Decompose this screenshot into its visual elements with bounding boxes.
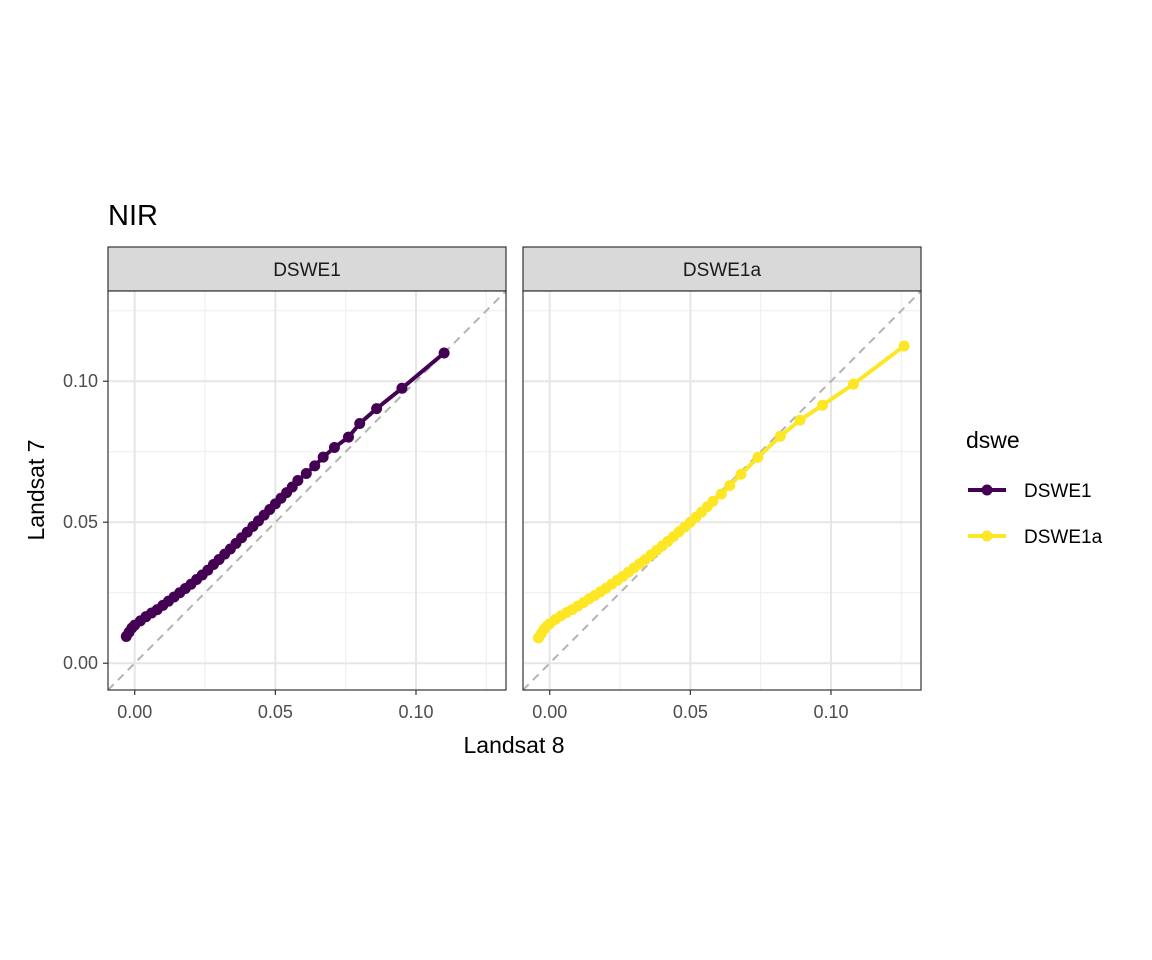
- data-point: [735, 468, 747, 480]
- x-tick-label: 0.05: [258, 702, 293, 722]
- y-tick-label: 0.10: [63, 371, 98, 391]
- y-axis-title: Landsat 7: [23, 439, 49, 540]
- data-point: [752, 451, 764, 463]
- data-point: [898, 340, 910, 352]
- data-point: [707, 495, 719, 507]
- facet-strip-label: DSWE1a: [683, 260, 762, 281]
- data-point: [300, 467, 312, 479]
- legend-title: dswe: [966, 427, 1020, 453]
- data-point: [371, 403, 383, 415]
- x-tick-label: 0.00: [532, 702, 567, 722]
- legend: dswe DSWE1 DSWE1a: [966, 427, 1103, 548]
- data-point: [817, 399, 829, 411]
- data-point: [847, 378, 859, 390]
- facet-strip: [522, 246, 922, 292]
- x-tick-label: 0.00: [117, 702, 152, 722]
- data-point: [396, 382, 408, 394]
- data-point: [724, 480, 736, 492]
- legend-key-point: [981, 484, 993, 496]
- data-point: [794, 414, 806, 426]
- facet-panel-1: DSWE1 0.00 0.05 0.10 0.00 0.05 0.10: [63, 246, 507, 722]
- data-point: [309, 460, 321, 472]
- panel-border: [107, 290, 507, 691]
- x-tick-label: 0.10: [813, 702, 848, 722]
- data-point: [354, 418, 366, 430]
- legend-key-point: [981, 530, 993, 542]
- chart-title: NIR: [108, 200, 158, 232]
- legend-item-DSWE1a: DSWE1a: [968, 527, 1103, 548]
- facet-strip-label: DSWE1: [273, 260, 341, 281]
- legend-item-DSWE1: DSWE1: [968, 481, 1092, 502]
- data-point: [715, 488, 727, 500]
- y-tick-label: 0.00: [63, 653, 98, 673]
- x-tick-label: 0.05: [673, 702, 708, 722]
- data-point: [342, 431, 354, 443]
- facet-strip: [107, 246, 507, 292]
- data-point: [292, 474, 304, 486]
- legend-label: DSWE1: [1024, 481, 1092, 502]
- panel-border: [522, 290, 922, 691]
- y-tick-label: 0.05: [63, 512, 98, 532]
- data-point: [328, 441, 340, 453]
- data-point: [774, 430, 786, 442]
- data-point: [317, 451, 329, 463]
- legend-label: DSWE1a: [1024, 527, 1103, 548]
- data-point: [438, 347, 450, 359]
- facet-panels: DSWE1 0.00 0.05 0.10 0.00 0.05 0.10 DSWE1a 0.00 0…: [63, 246, 922, 722]
- x-axis-title: Landsat 8: [463, 732, 564, 758]
- x-tick-label: 0.10: [398, 702, 433, 722]
- facet-panel-2: DSWE1a 0.00 0.05 0.10: [522, 246, 922, 722]
